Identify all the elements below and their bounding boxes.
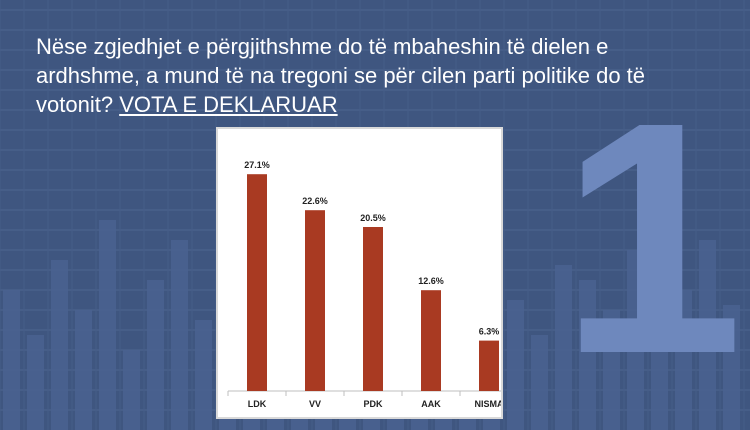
bar-ldk — [247, 174, 267, 391]
data-label-nisma: 6.3% — [479, 327, 500, 337]
bar-vv — [305, 210, 325, 391]
background-skyline-bar — [627, 250, 644, 430]
bar-pdk — [363, 227, 383, 391]
chart-card: 27.1% LDK 22.6% VV 20.5% PDK 12.6% AAK 6.3% NISMA — [216, 127, 503, 419]
data-label-ldk: 27.1% — [244, 160, 270, 170]
background-skyline-bar — [579, 280, 596, 430]
category-label-nisma: NISMA — [475, 399, 502, 409]
question-text: Nëse zgjedhjet e përgjithshme do të mbah… — [36, 32, 696, 119]
data-label-vv: 22.6% — [302, 196, 328, 206]
bar-chart: 27.1% LDK 22.6% VV 20.5% PDK 12.6% AAK 6.3% NISMA — [227, 160, 502, 409]
declared-vote-label: VOTA E DEKLARUAR — [119, 92, 338, 117]
category-label-vv: VV — [309, 399, 321, 409]
background-skyline-bar — [99, 220, 116, 430]
background-skyline-bar — [195, 320, 212, 430]
background-skyline-bar — [147, 280, 164, 430]
big-number-decoration: 1 — [560, 53, 744, 422]
category-label-aak: AAK — [421, 399, 441, 409]
data-label-pdk: 20.5% — [360, 213, 386, 223]
category-label-pdk: PDK — [363, 399, 383, 409]
question-body: Nëse zgjedhjet e përgjithshme do të mbah… — [36, 34, 646, 117]
background-skyline-bar — [699, 240, 716, 430]
background-skyline-bar — [75, 310, 92, 430]
background-skyline-bar — [3, 290, 20, 430]
background-skyline-bar — [603, 310, 620, 430]
background-skyline-bar — [723, 305, 740, 430]
data-label-aak: 12.6% — [418, 276, 444, 286]
background-skyline-bar — [507, 300, 524, 430]
background-skyline-bar — [51, 260, 68, 430]
background-skyline-bar — [555, 265, 572, 430]
bar-nisma — [479, 340, 499, 391]
background-skyline-bar — [531, 335, 548, 430]
bar-aak — [421, 290, 441, 391]
background-skyline-bar — [171, 240, 188, 430]
category-label-ldk: LDK — [248, 399, 267, 409]
background-skyline-bar — [27, 335, 44, 430]
background-skyline-bar — [675, 290, 692, 430]
background-skyline-bar — [123, 350, 140, 430]
background-skyline-bar — [651, 325, 668, 430]
